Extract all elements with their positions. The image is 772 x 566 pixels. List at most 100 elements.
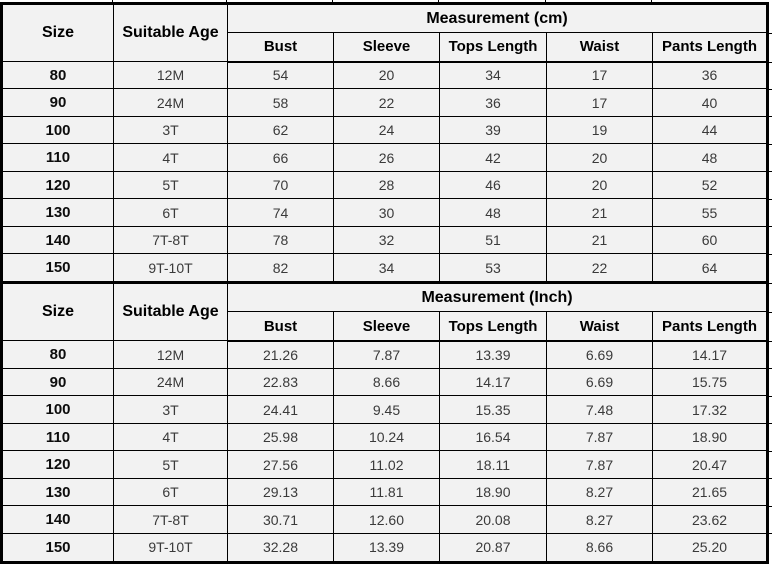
measurement-column-header: Tops Length (439, 32, 547, 63)
suitable-age-column-header: Suitable Age (113, 3, 228, 62)
age-cell: 5T (113, 170, 228, 200)
age-cell: 12M (113, 60, 228, 90)
age-cell: 9T-10T (113, 532, 228, 564)
grid-artifact-tick (766, 396, 772, 397)
value-cell: 6.69 (546, 367, 653, 397)
measurement-column-header: Waist (546, 311, 653, 342)
value-cell: 51 (439, 225, 547, 255)
value-cell: 20.87 (439, 532, 547, 564)
age-cell: 6T (113, 477, 228, 507)
table-row: 110 4T 25.98 10.24 16.54 7.87 18.90 (1, 422, 769, 452)
grid-artifact-tick (766, 533, 772, 534)
measurement-column-header: Sleeve (333, 311, 440, 342)
value-cell: 17 (546, 60, 653, 90)
value-cell: 21 (546, 225, 653, 255)
table-row: 130 6T 29.13 11.81 18.90 8.27 21.65 (1, 477, 769, 507)
grid-artifact-tick (766, 171, 772, 172)
grid-artifact-tick (766, 116, 772, 117)
value-cell: 30 (333, 198, 440, 227)
value-cell: 24 (333, 115, 440, 145)
value-cell: 48 (439, 198, 547, 227)
value-cell: 52 (651, 170, 769, 200)
size-cell: 150 (1, 253, 114, 284)
size-cell: 100 (1, 395, 114, 424)
value-cell: 8.66 (333, 367, 440, 397)
measurement-column-header: Waist (546, 32, 653, 63)
size-cell: 150 (1, 532, 114, 564)
size-cell: 80 (1, 60, 114, 90)
size-cell: 130 (1, 198, 114, 227)
table-row: 120 5T 70 28 46 20 52 (1, 170, 769, 200)
value-cell: 25.20 (651, 532, 769, 564)
value-cell: 18.90 (651, 422, 769, 452)
age-cell: 4T (113, 143, 228, 172)
age-cell: 9T-10T (113, 253, 228, 284)
value-cell: 36 (651, 60, 769, 90)
value-cell: 78 (227, 225, 334, 255)
value-cell: 14.17 (439, 367, 547, 397)
table-row: 100 3T 24.41 9.45 15.35 7.48 17.32 (1, 395, 769, 424)
table-row: 110 4T 66 26 42 20 48 (1, 143, 769, 172)
section-subheader-row: Bust Sleeve Tops Length Waist Pants Length (2, 311, 769, 342)
size-cell: 90 (1, 88, 114, 117)
age-cell: 5T (113, 450, 228, 479)
value-cell: 9.45 (333, 395, 440, 424)
grid-artifact-tick (766, 506, 772, 507)
table-row: 140 7T-8T 30.71 12.60 20.08 8.27 23.62 (1, 505, 769, 534)
size-cell: 130 (1, 477, 114, 507)
value-cell: 55 (651, 198, 769, 227)
value-cell: 18.11 (439, 450, 547, 479)
grid-artifact-tick (766, 312, 772, 313)
value-cell: 66 (227, 143, 334, 172)
grid-artifact-tick (766, 451, 772, 452)
value-cell: 6.69 (546, 340, 653, 369)
table-row: 80 12M 54 20 34 17 36 (1, 60, 769, 90)
size-cell: 110 (1, 422, 114, 452)
age-cell: 6T (113, 198, 228, 227)
grid-artifact-tick (766, 199, 772, 200)
value-cell: 58 (227, 88, 334, 117)
value-cell: 21.65 (651, 477, 769, 507)
value-cell: 16.54 (439, 422, 547, 452)
grid-artifact-tick (332, 0, 333, 3)
section-header-row: Size Suitable Age Measurement (Inch) (1, 281, 769, 342)
size-cell: 90 (1, 367, 114, 397)
value-cell: 18.90 (439, 477, 547, 507)
measurement-column-header: Pants Length (651, 32, 769, 63)
table-row: 150 9T-10T 82 34 53 22 64 (1, 253, 769, 284)
value-cell: 64 (651, 253, 769, 284)
size-cell: 140 (1, 505, 114, 534)
value-cell: 13.39 (333, 532, 440, 564)
suitable-age-column-header: Suitable Age (113, 281, 228, 342)
grid-artifact-tick (766, 254, 772, 255)
size-cell: 120 (1, 450, 114, 479)
size-cell: 80 (1, 340, 114, 369)
size-cell: 120 (1, 170, 114, 200)
grid-artifact-tick (545, 0, 546, 3)
size-column-header: Size (1, 281, 114, 342)
value-cell: 13.39 (439, 340, 547, 369)
grid-artifact-tick (766, 368, 772, 369)
size-column-header: Size (1, 3, 114, 62)
grid-artifact-tick (766, 144, 772, 145)
value-cell: 8.27 (546, 505, 653, 534)
value-cell: 24.41 (227, 395, 334, 424)
value-cell: 70 (227, 170, 334, 200)
value-cell: 11.02 (333, 450, 440, 479)
value-cell: 20 (333, 60, 440, 90)
age-cell: 7T-8T (113, 505, 228, 534)
age-cell: 3T (113, 115, 228, 145)
value-cell: 30.71 (227, 505, 334, 534)
value-cell: 22 (546, 253, 653, 284)
grid-artifact-tick (766, 62, 772, 63)
grid-artifact-tick (766, 341, 772, 342)
table-row: 130 6T 74 30 48 21 55 (1, 198, 769, 227)
value-cell: 29.13 (227, 477, 334, 507)
value-cell: 27.56 (227, 450, 334, 479)
value-cell: 34 (439, 60, 547, 90)
value-cell: 20.47 (651, 450, 769, 479)
age-cell: 4T (113, 422, 228, 452)
grid-artifact-tick (438, 0, 439, 3)
value-cell: 12.60 (333, 505, 440, 534)
